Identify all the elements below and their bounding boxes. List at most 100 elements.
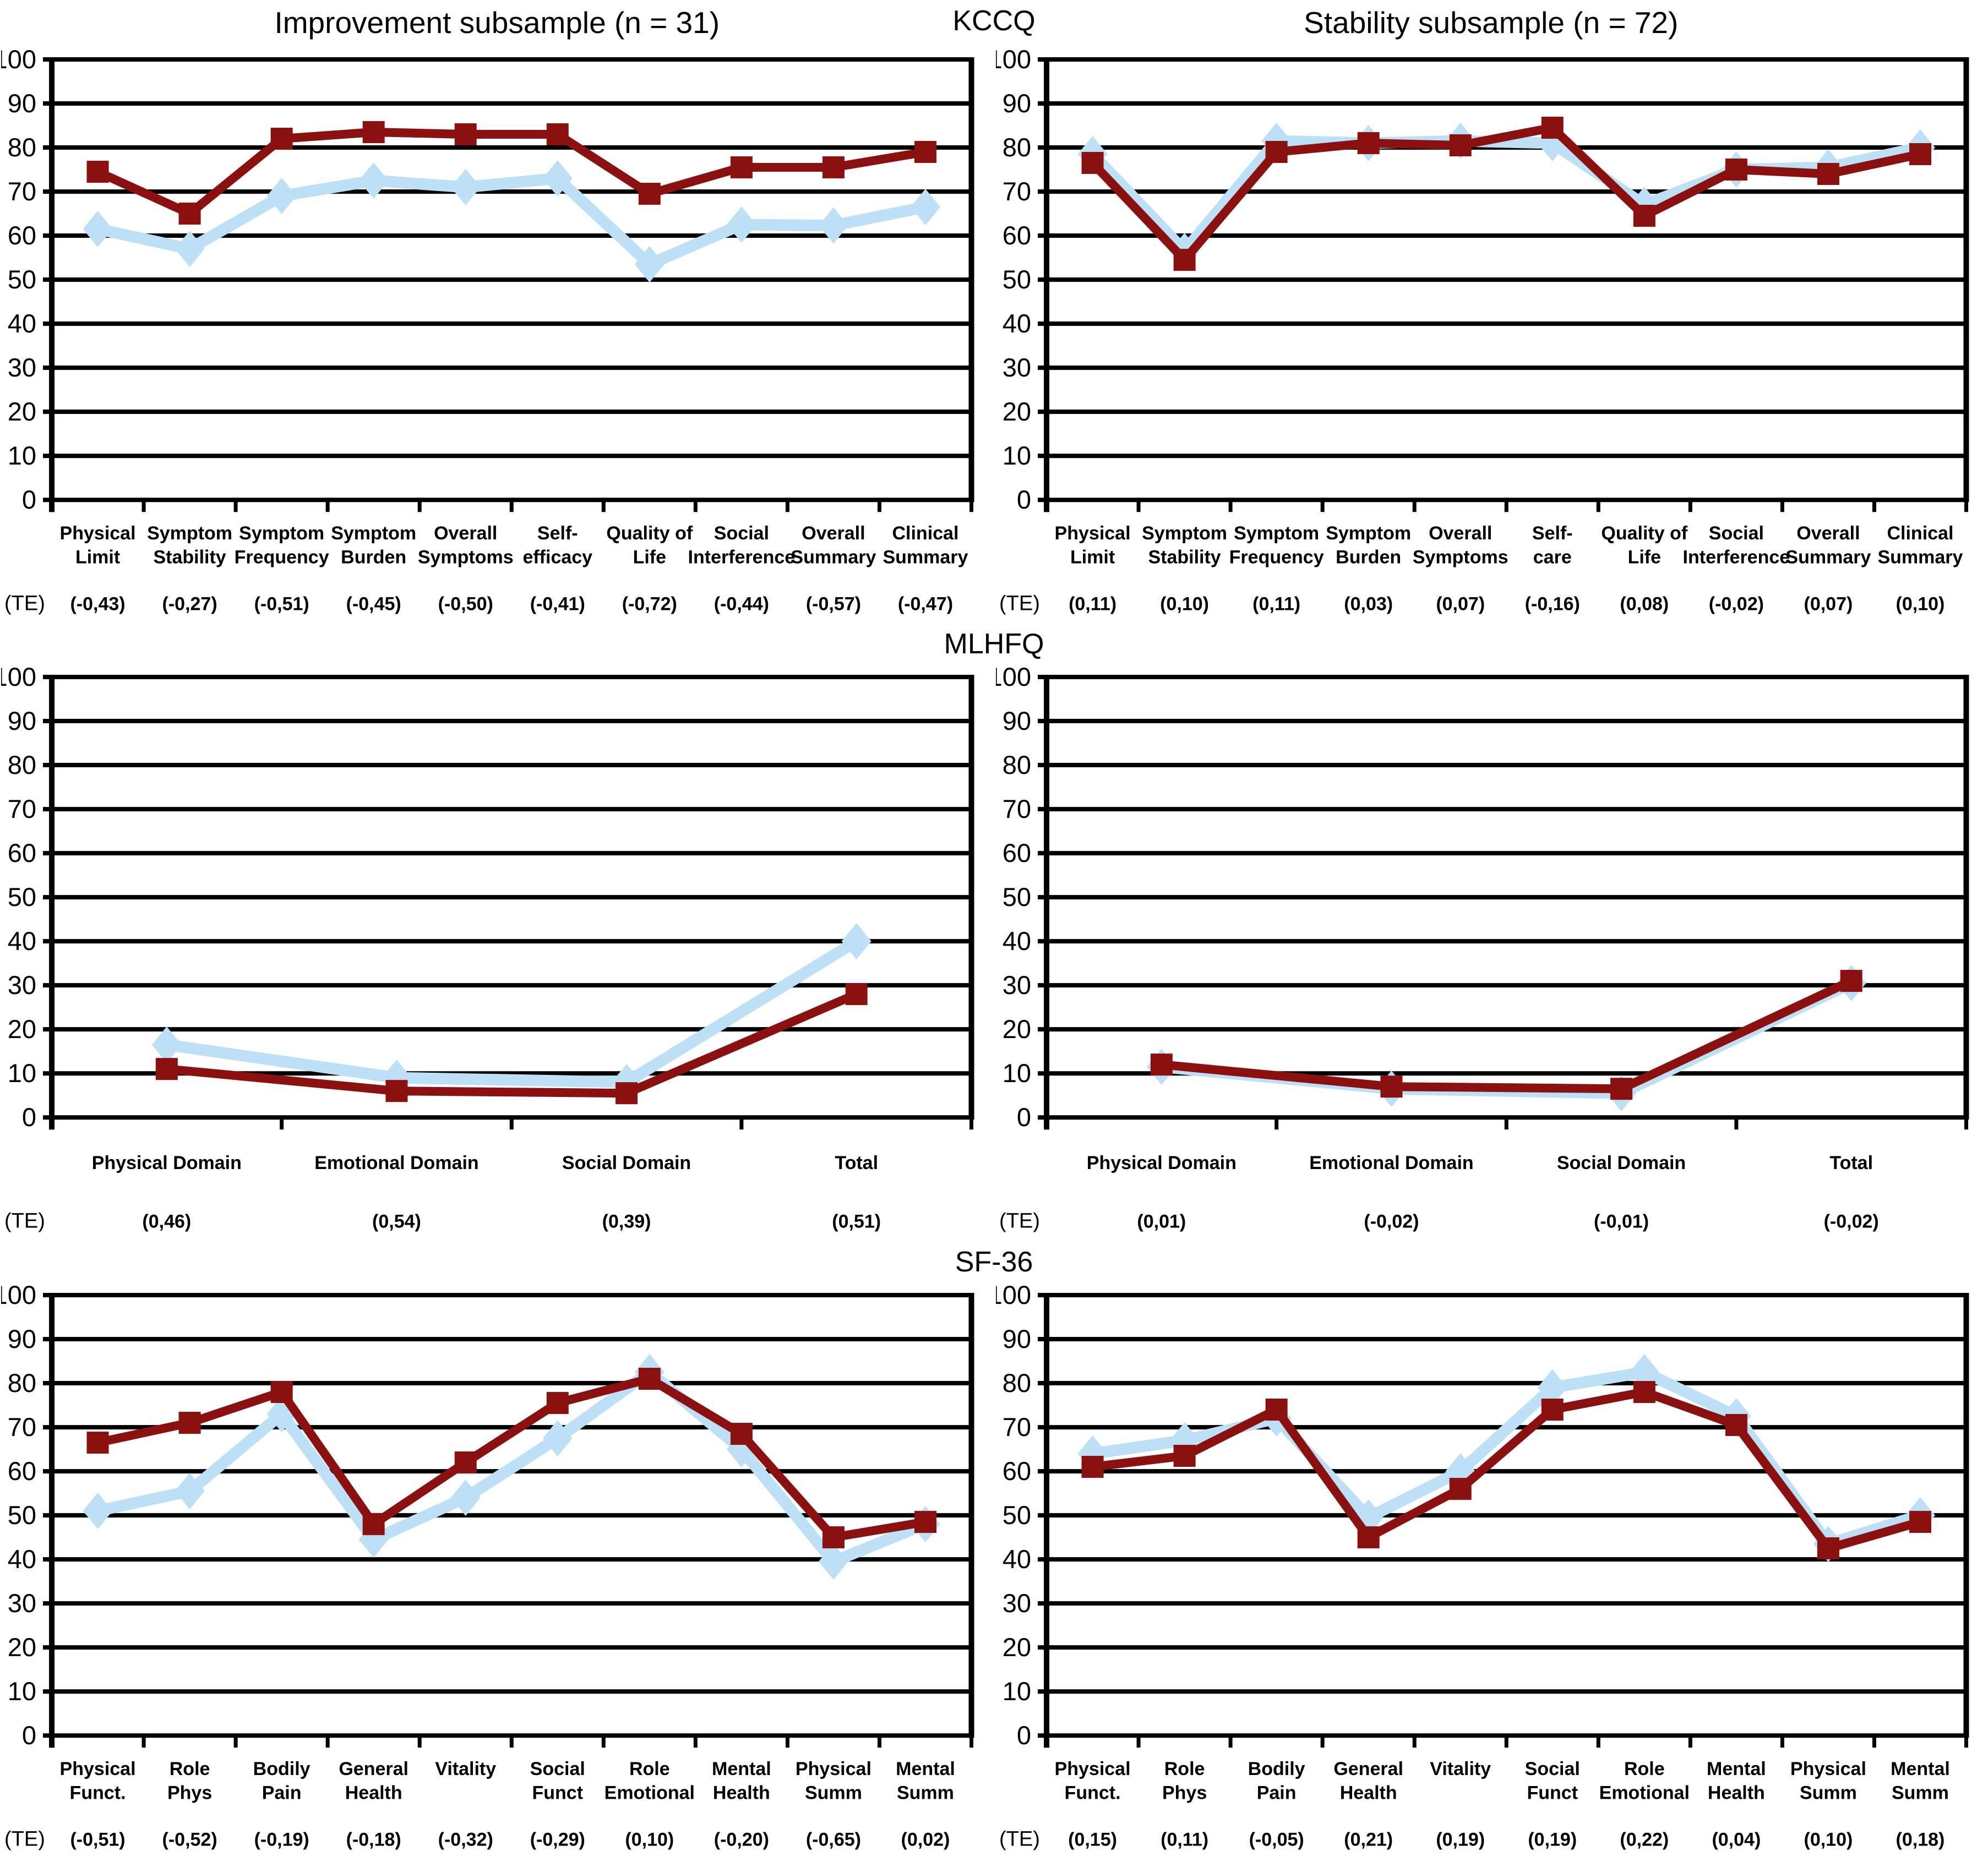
category-label: Phys bbox=[1162, 1782, 1206, 1803]
category-label: Role bbox=[629, 1759, 670, 1779]
series-light-blue-diamond bbox=[83, 1353, 940, 1580]
category-label: Total bbox=[1829, 1153, 1873, 1174]
te-value: (-0,43) bbox=[70, 593, 125, 614]
y-tick-label: 10 bbox=[1002, 1058, 1031, 1088]
y-tick-label: 40 bbox=[8, 309, 36, 338]
marker-square bbox=[1633, 1380, 1655, 1403]
te-value: (-0,72) bbox=[622, 593, 677, 614]
y-tick-label: 0 bbox=[1016, 1103, 1031, 1132]
y-tick-label: 0 bbox=[22, 485, 36, 514]
category-label: Summ bbox=[1891, 1782, 1948, 1803]
marker-square bbox=[1081, 152, 1104, 174]
te-value: (-0,57) bbox=[806, 593, 861, 614]
te-value: (0,10) bbox=[1160, 593, 1209, 614]
marker-square bbox=[730, 156, 753, 179]
series-line-light-blue-diamond bbox=[96, 172, 927, 271]
te-value: (0,04) bbox=[1712, 1829, 1761, 1850]
category-label: Overall bbox=[1429, 523, 1492, 544]
category-label: Stability bbox=[153, 547, 226, 567]
category-label: Frequency bbox=[235, 547, 329, 567]
marker-square bbox=[1380, 1075, 1402, 1098]
category-label: care bbox=[1533, 547, 1571, 567]
category-label: Social bbox=[1524, 1759, 1579, 1779]
te-value: (0,54) bbox=[372, 1211, 421, 1232]
te-value: (0,18) bbox=[1896, 1829, 1945, 1850]
series-light-blue-diamond bbox=[1077, 123, 1935, 270]
category-label: Role bbox=[170, 1759, 210, 1779]
category-label: Role bbox=[1164, 1759, 1205, 1779]
y-tick-label: 20 bbox=[1002, 1632, 1031, 1662]
category-label: Burden bbox=[1336, 547, 1401, 567]
category-label: Summary bbox=[1785, 547, 1871, 567]
y-tick-label: 80 bbox=[1002, 133, 1031, 162]
category-label: Physical Domain bbox=[92, 1153, 242, 1174]
marker-diamond bbox=[266, 178, 297, 215]
category-label: Emotional Domain bbox=[1309, 1153, 1473, 1174]
te-value: (0,07) bbox=[1436, 593, 1485, 614]
y-tick-label: 60 bbox=[1002, 838, 1031, 867]
marker-square bbox=[1633, 205, 1655, 227]
te-value: (-0,41) bbox=[530, 593, 585, 614]
y-tick-label: 100 bbox=[996, 1281, 1031, 1309]
category-label: Funct bbox=[1527, 1782, 1578, 1803]
y-tick-label: 60 bbox=[8, 221, 36, 250]
series-line-dark-red-square bbox=[1089, 123, 1921, 267]
y-tick-label: 70 bbox=[8, 1412, 36, 1441]
gridlines: 0 10 20 30 40 50 60 70 80 90 100 bbox=[1, 663, 972, 1132]
marker-square bbox=[1173, 1444, 1196, 1467]
chart-mlhfq-improvement: 0 10 20 30 40 50 60 70 80 90 100 Physical Domain Emo… bbox=[1, 663, 993, 1235]
y-tick-label: 20 bbox=[8, 1632, 36, 1662]
marker-square bbox=[638, 183, 661, 205]
te-value: (0,19) bbox=[1528, 1829, 1577, 1850]
series-dark-red-square bbox=[1081, 117, 1931, 271]
marker-square bbox=[546, 1391, 569, 1414]
series-line-light-blue-diamond bbox=[1091, 1366, 1922, 1550]
marker-square bbox=[86, 1431, 109, 1454]
category-label: Life bbox=[633, 547, 666, 567]
marker-square bbox=[845, 983, 868, 1006]
category-label: Summ bbox=[805, 1782, 862, 1803]
te-value: (0,11) bbox=[1161, 1829, 1208, 1850]
series-dark-red-square bbox=[1081, 1380, 1931, 1559]
category-label: Funct. bbox=[1064, 1782, 1120, 1803]
y-tick-label: 80 bbox=[8, 1368, 36, 1397]
te-value: (-0,51) bbox=[254, 593, 309, 614]
y-tick-label: 40 bbox=[8, 926, 36, 955]
category-label: Self- bbox=[537, 523, 578, 544]
category-label: Funct bbox=[532, 1782, 584, 1803]
y-tick-label: 10 bbox=[8, 441, 36, 470]
marker-square bbox=[1610, 1078, 1632, 1100]
series-dark-red-square bbox=[1150, 970, 1862, 1100]
y-tick-label: 0 bbox=[1016, 1721, 1031, 1750]
marker-diamond bbox=[818, 207, 848, 244]
plot-svg: 0 10 20 30 40 50 60 70 80 90 100 Physical Limit Sympt… bbox=[1, 45, 974, 615]
te-value: (0,46) bbox=[142, 1211, 191, 1232]
marker-square bbox=[1909, 1510, 1931, 1533]
category-labels: PhysicalLimitSymptomStabilitySymptomFreq… bbox=[1054, 523, 1963, 567]
marker-diamond bbox=[1537, 1369, 1567, 1406]
category-label: Mental bbox=[1707, 1759, 1766, 1779]
category-label: Interference bbox=[1682, 547, 1790, 567]
y-tick-label: 50 bbox=[8, 265, 36, 294]
marker-square bbox=[1173, 249, 1196, 271]
category-label: Health bbox=[713, 1782, 770, 1803]
te-label: (TE) bbox=[4, 1827, 45, 1850]
category-label: Burden bbox=[341, 547, 406, 567]
y-tick-label: 70 bbox=[1002, 177, 1031, 206]
y-tick-label: 10 bbox=[8, 1058, 36, 1088]
te-value: (-0,20) bbox=[714, 1829, 769, 1850]
category-label: Quality of bbox=[1601, 523, 1687, 544]
category-label: Quality of bbox=[606, 523, 693, 544]
category-label: Frequency bbox=[1229, 547, 1323, 567]
y-tick-label: 10 bbox=[1002, 441, 1031, 470]
plot-svg: 0 10 20 30 40 50 60 70 80 90 100 Physical Domain Emo… bbox=[1, 663, 974, 1233]
marker-square bbox=[86, 161, 109, 183]
category-label: Stability bbox=[1148, 547, 1221, 567]
y-tick-label: 60 bbox=[8, 838, 36, 867]
marker-square bbox=[1449, 134, 1472, 157]
y-tick-label: 50 bbox=[1002, 265, 1031, 294]
series-dark-red-square bbox=[155, 983, 868, 1105]
te-row: (TE) (-0,51) (-0,52) (-0,19) (-0,18) (-0,32) (… bbox=[4, 1827, 950, 1850]
category-label: Health bbox=[345, 1782, 402, 1803]
te-value: (0,01) bbox=[1137, 1211, 1186, 1232]
